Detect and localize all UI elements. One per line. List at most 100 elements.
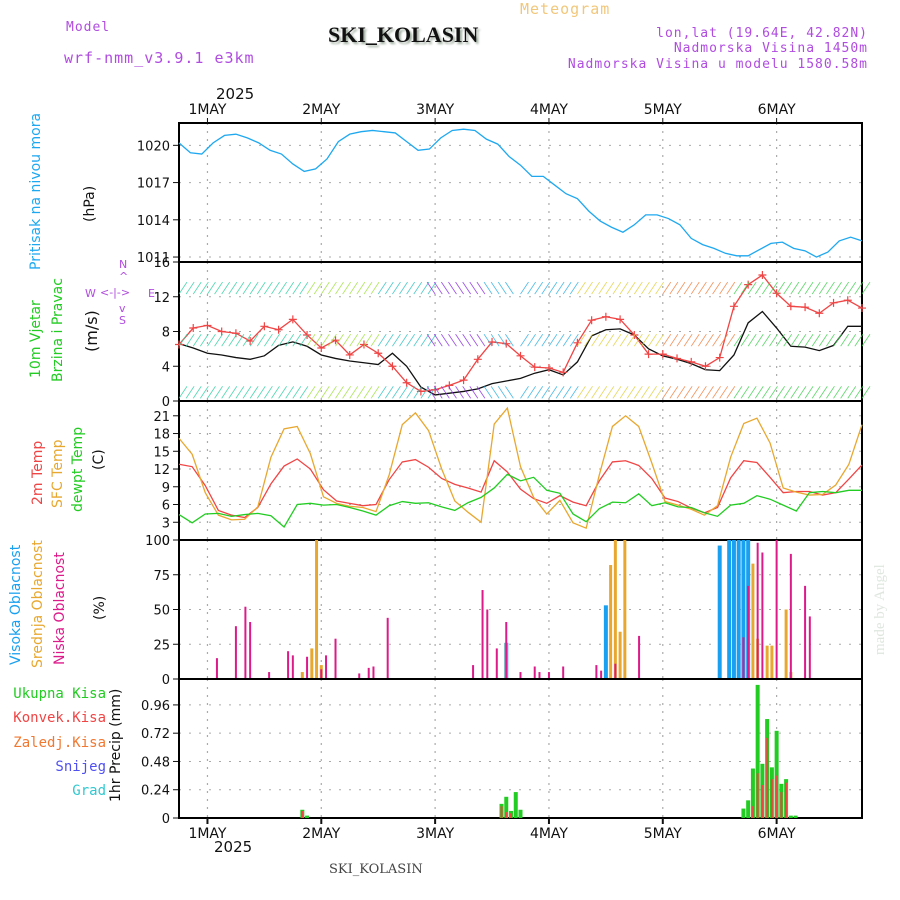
bar-niska-oblacnost: [244, 606, 247, 679]
gust-marker: [274, 325, 283, 334]
wind-barb: [726, 281, 736, 295]
bar-ukupna-kisa: [793, 815, 798, 818]
wind-barb: [591, 386, 601, 399]
wind-barb: [712, 333, 721, 347]
wind-barb: [797, 333, 807, 347]
wind-barb: [818, 333, 828, 347]
wind-barb: [235, 386, 245, 399]
wind-barb: [462, 281, 472, 295]
y-tick-label: 0.48: [141, 755, 170, 770]
wind-barb: [612, 386, 622, 399]
bottom-axis-label: 5MAY: [644, 826, 682, 842]
gust-marker: [729, 302, 738, 311]
bar-niska-oblacnost: [291, 655, 294, 679]
wind-barb: [840, 386, 850, 399]
wind-barb: [320, 281, 330, 295]
wind-barb: [833, 281, 842, 295]
wind-barb: [776, 333, 785, 347]
wind-barb: [497, 386, 507, 399]
y-tick-label: 12: [153, 291, 170, 306]
model-name: wrf-nmm_v3.9.1 e3km: [64, 49, 255, 67]
wind-barb: [705, 281, 714, 295]
bar-niska-oblacnost: [495, 648, 498, 679]
wind-barb: [776, 281, 785, 295]
wind-barb: [384, 386, 394, 399]
wind-barb: [328, 333, 337, 347]
wind-barb: [584, 333, 593, 347]
wind-barb: [619, 386, 629, 399]
elevation-text: Nadmorska Visina 1450m: [673, 41, 868, 56]
y-tick-label: 0.96: [141, 699, 170, 714]
wind-barb: [392, 333, 401, 347]
wind-barb: [669, 386, 679, 399]
wind-barb: [440, 386, 450, 399]
bottom-axis-label: 2MAY: [302, 826, 340, 842]
bottom-axis-label: 3MAY: [416, 826, 454, 842]
wind-barb: [271, 333, 280, 347]
wind-barb: [527, 281, 536, 295]
bar-niska-oblacnost: [808, 616, 811, 679]
y-tick-label: 1017: [137, 177, 170, 192]
wind-barb: [562, 386, 572, 399]
bar-niska-oblacnost: [547, 672, 550, 679]
bar-konvek-kisa: [756, 773, 759, 818]
meteogram-subtitle: Meteogram: [520, 0, 611, 18]
wind-barb: [861, 386, 871, 399]
wind-barb: [207, 281, 216, 295]
bar-visoka-oblacnost: [736, 540, 741, 679]
bar-konvek-kisa: [505, 812, 508, 818]
gust-marker: [544, 363, 553, 372]
wind-barb: [335, 333, 344, 347]
wind-barb: [534, 333, 544, 347]
wind-barb: [804, 281, 814, 295]
bar-niska-oblacnost: [742, 637, 745, 679]
wind-barb: [328, 386, 337, 399]
wind-barb: [577, 333, 586, 347]
wind-barb: [726, 333, 736, 347]
wind-barb: [278, 281, 287, 295]
wind-barb: [840, 333, 850, 347]
wind-barb: [726, 386, 736, 399]
wind-barb: [278, 333, 287, 347]
wind-barb: [569, 333, 579, 347]
station-title: SKI_KOLASIN: [328, 22, 479, 47]
series-dewpt-temp: [178, 473, 862, 528]
wind-barb: [811, 281, 821, 295]
y-tick-label: 9: [162, 481, 170, 496]
wind-barb: [633, 386, 643, 399]
wind-barb: [313, 386, 323, 399]
y-tick-label: 6: [162, 499, 170, 514]
bar-niska-oblacnost: [234, 626, 237, 679]
bar-niska-oblacnost: [747, 585, 750, 679]
wind-barb: [769, 281, 778, 295]
wind-barb: [448, 281, 457, 295]
wind-barb: [285, 281, 295, 295]
wind-barb: [669, 333, 679, 347]
y-tick-label: 25: [153, 638, 170, 653]
bar-niska-oblacnost: [306, 656, 309, 679]
wind-barb: [214, 281, 223, 295]
wind-barb: [811, 386, 821, 399]
wind-barb: [440, 281, 450, 295]
wind-barb: [469, 281, 479, 295]
bar-ukupna-kisa: [750, 768, 755, 818]
wind-barb: [762, 386, 771, 399]
wind-barb: [306, 386, 316, 399]
wind-barb: [505, 386, 514, 399]
wind-barb: [619, 281, 629, 295]
wind-barb: [392, 386, 401, 399]
y-tick-label: 21: [153, 410, 170, 425]
wind-barb: [676, 333, 686, 347]
wind-barb: [861, 333, 871, 347]
gust-marker: [644, 350, 653, 359]
bar-ukupna-kisa: [774, 730, 779, 818]
wind-barb: [747, 281, 757, 295]
wind-barb: [256, 333, 266, 347]
bar-niska-oblacnost: [614, 663, 617, 679]
bar-niska-oblacnost: [756, 542, 759, 679]
wind-barb: [192, 333, 202, 347]
wind-barb: [733, 281, 743, 295]
wind-barb: [433, 386, 443, 399]
wind-barb: [178, 386, 188, 399]
